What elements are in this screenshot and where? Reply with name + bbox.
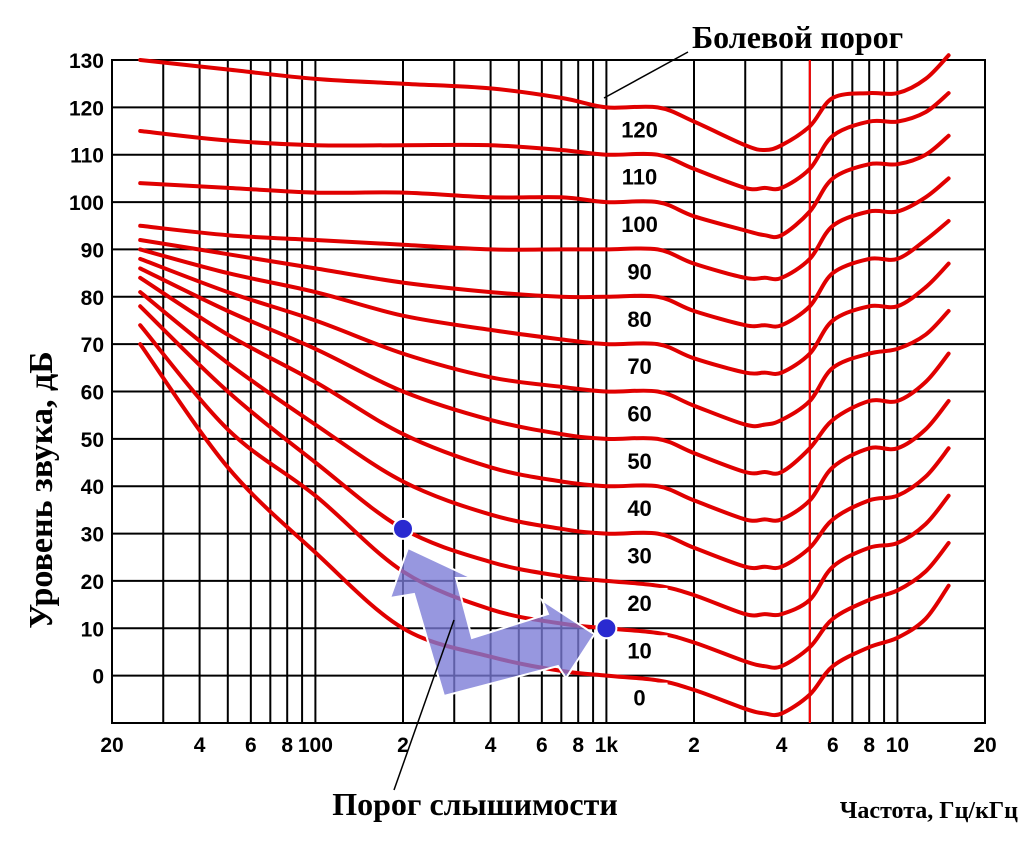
threshold-leader-line xyxy=(393,619,455,791)
x-tick-label: 8 xyxy=(281,734,293,757)
y-tick-label: 80 xyxy=(81,287,104,310)
x-tick-label: 4 xyxy=(485,734,497,757)
curve-label: 20 xyxy=(627,591,651,616)
x-tick-label: 2 xyxy=(397,734,409,757)
highlight-dot xyxy=(392,517,414,540)
y-tick-label: 20 xyxy=(81,571,104,594)
curve-40 xyxy=(138,275,951,523)
overlay xyxy=(388,51,689,791)
y-tick-labels: 0 10 20 30 40 50 60 70 80 90 100 110 120 130 xyxy=(69,50,104,689)
curve-50 xyxy=(138,266,951,476)
curve-90 xyxy=(138,176,951,282)
x-tick-label: 1k xyxy=(595,734,619,757)
curve-30 xyxy=(138,290,951,571)
curve-label-bg xyxy=(611,493,668,524)
curve-label: 30 xyxy=(627,544,651,569)
curve-label-bg xyxy=(611,209,668,240)
curve-label: 70 xyxy=(627,354,651,379)
curve-label-bg xyxy=(611,114,668,145)
y-tick-label: 50 xyxy=(81,429,104,452)
x-tick-labels: 20 4 6 8 100 2 4 6 8 1k 2 4 6 8 10 20 xyxy=(100,734,996,757)
y-tick-label: 120 xyxy=(69,97,104,120)
curve-70 xyxy=(138,247,951,376)
hearing-threshold-label: Порог слышимости xyxy=(332,786,618,822)
curve-label-bg xyxy=(611,540,668,571)
x-tick-label: 6 xyxy=(827,734,839,757)
x-tick-label: 100 xyxy=(298,734,333,757)
curve-label: 10 xyxy=(627,638,651,663)
x-tick-label: 10 xyxy=(886,734,909,757)
curve-label: 80 xyxy=(627,307,651,332)
x-tick-label: 4 xyxy=(776,734,788,757)
x-tick-label: 4 xyxy=(194,734,206,757)
x-tick-label: 6 xyxy=(536,734,548,757)
curve-label: 50 xyxy=(627,449,651,474)
curve-label: 110 xyxy=(622,165,658,190)
curve-label: 60 xyxy=(627,402,651,427)
curve-label-bg xyxy=(611,351,668,382)
pain-leader-line xyxy=(603,51,689,99)
threshold-arrow xyxy=(388,546,596,698)
curve-label-bg xyxy=(611,303,668,334)
curve-100 xyxy=(138,133,951,240)
curve-10 xyxy=(138,323,951,670)
curve-label-bg xyxy=(611,635,668,666)
curve-label: 120 xyxy=(621,117,658,142)
y-tick-label: 90 xyxy=(81,239,104,262)
curve-label-bg xyxy=(611,682,668,713)
curve-label-bg xyxy=(611,587,668,618)
x-tick-label: 20 xyxy=(100,734,123,757)
x-tick-label: 2 xyxy=(688,734,700,757)
curve-labels: 0 10 20 30 40 50 60 70 80 90 100 110 120 xyxy=(611,114,668,713)
x-tick-label: 6 xyxy=(245,734,257,757)
curve-label: 40 xyxy=(627,496,651,521)
x-tick-label: 8 xyxy=(572,734,584,757)
y-tick-label: 130 xyxy=(69,50,104,73)
curve-label-bg xyxy=(611,398,668,429)
y-tick-label: 60 xyxy=(81,382,104,405)
curve-120 xyxy=(138,53,951,152)
curve-60 xyxy=(138,256,951,429)
curve-label-bg xyxy=(611,256,668,287)
y-tick-label: 100 xyxy=(69,192,104,215)
y-tick-label: 10 xyxy=(81,618,104,641)
y-axis-label: Уровень звука, дБ xyxy=(23,351,60,628)
curve-label-bg xyxy=(611,445,668,476)
curve-80 xyxy=(138,219,951,329)
curves xyxy=(138,53,951,718)
curve-label: 90 xyxy=(627,259,651,284)
y-tick-label: 110 xyxy=(70,145,104,168)
pain-threshold-label: Болевой порог xyxy=(692,19,903,55)
highlight-dot xyxy=(595,617,618,640)
curve-110 xyxy=(138,91,951,192)
curve-20 xyxy=(138,304,951,618)
y-tick-label: 0 xyxy=(92,666,104,689)
y-tick-label: 70 xyxy=(81,334,104,357)
x-axis-label: Частота, Гц/кГц xyxy=(840,798,1018,824)
x-tick-label: 8 xyxy=(863,734,875,757)
curve-label-bg xyxy=(611,161,668,192)
x-tick-label: 20 xyxy=(973,734,996,757)
curve-label: 0 xyxy=(633,686,645,711)
y-tick-label: 40 xyxy=(81,476,104,499)
curve-0 xyxy=(138,342,951,718)
curve-label: 100 xyxy=(621,212,658,237)
y-tick-label: 30 xyxy=(81,524,104,547)
